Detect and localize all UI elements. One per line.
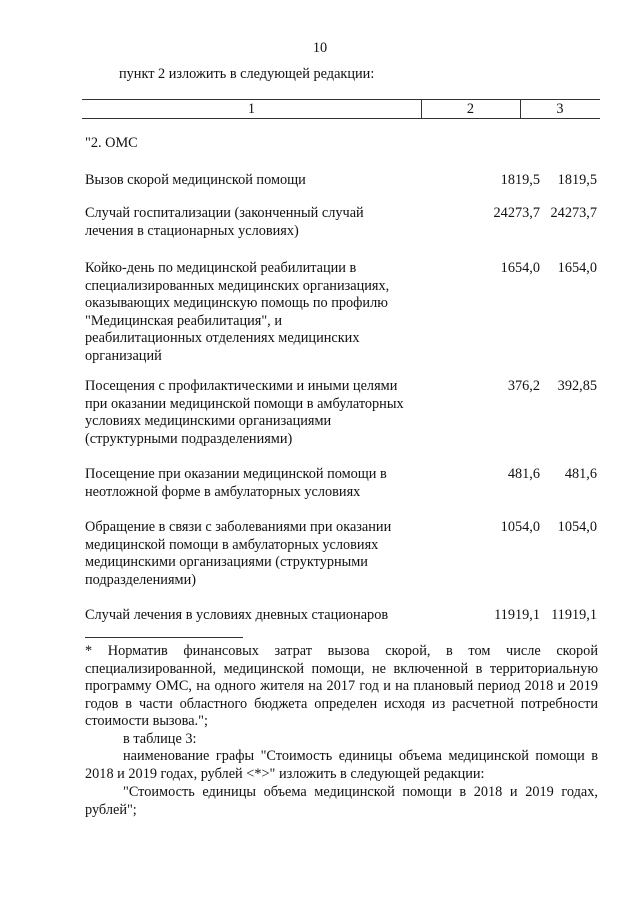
row-value-3: 11919,1	[551, 607, 597, 623]
footnote-separator	[85, 637, 243, 638]
row-value-2: 481,6	[507, 466, 540, 482]
row-name: Вызов скорой медицинской помощи	[85, 172, 306, 188]
row-value-2: 1819,5	[500, 172, 540, 188]
row-name: Случай лечения в условиях дневных стацио…	[85, 607, 389, 623]
row-value-2: 376,2	[507, 378, 540, 394]
column-divider	[421, 99, 422, 119]
table-top-border	[82, 99, 600, 100]
paragraph: "Стоимость единицы объема медицинской по…	[85, 784, 598, 818]
row-value-2: 1654,0	[500, 260, 540, 276]
row-value-2: 11919,1	[494, 607, 540, 623]
row-name: Посещение при оказании медицинской помощ…	[85, 466, 387, 500]
row-value-3: 24273,7	[550, 205, 597, 221]
row-value-2: 24273,7	[493, 205, 540, 221]
row-value-3: 1054,0	[557, 519, 597, 535]
section-label: "2. ОМС	[85, 135, 138, 151]
row-name: Обращение в связи с заболеваниями при ок…	[85, 519, 392, 588]
row-value-2: 1054,0	[500, 519, 540, 535]
intro-text: пункт 2 изложить в следующей редакции:	[119, 66, 375, 82]
row-value-3: 392,85	[557, 378, 597, 394]
footnote: * Норматив финансовых затрат вызова скор…	[85, 643, 598, 730]
header-col-2: 2	[466, 101, 475, 117]
page-number: 10	[312, 40, 328, 56]
table-header-border	[82, 118, 600, 119]
column-divider	[520, 99, 521, 119]
row-value-3: 481,6	[564, 466, 597, 482]
header-col-1: 1	[247, 101, 256, 117]
row-value-3: 1654,0	[557, 260, 597, 276]
row-value-3: 1819,5	[557, 172, 597, 188]
row-name: Случай госпитализации (законченный случа…	[85, 205, 364, 239]
paragraph: в таблице 3:	[123, 731, 197, 747]
header-col-3: 3	[556, 101, 564, 117]
row-name: Посещения с профилактическими и иными це…	[85, 378, 404, 447]
row-name: Койко-день по медицинской реабилитации в…	[85, 260, 390, 364]
paragraph: наименование графы "Стоимость единицы об…	[85, 748, 598, 782]
